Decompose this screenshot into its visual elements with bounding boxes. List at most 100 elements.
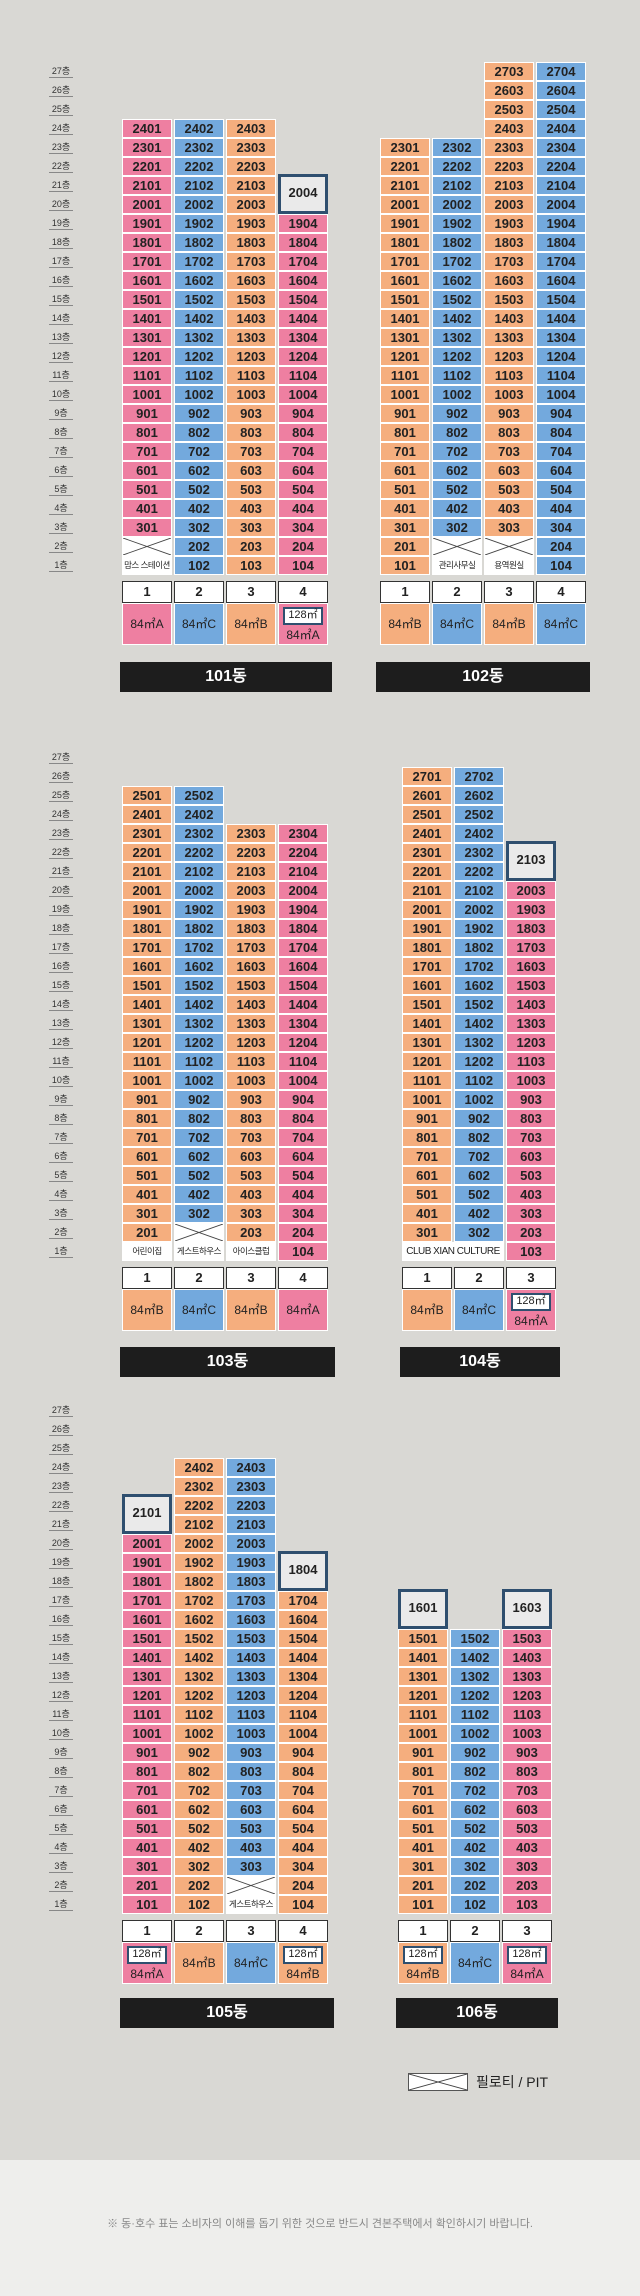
unit-cell[interactable]: 104 <box>278 1895 328 1914</box>
unit-cell[interactable]: 1702 <box>174 938 224 957</box>
unit-cell[interactable]: 104 <box>278 1242 328 1261</box>
unit-cell[interactable]: 502 <box>450 1819 500 1838</box>
unit-cell[interactable]: 1404 <box>278 309 328 328</box>
unit-cell[interactable]: 602 <box>432 461 482 480</box>
unit-cell[interactable]: 1902 <box>174 214 224 233</box>
unit-cell[interactable]: 501 <box>122 1819 172 1838</box>
unit-cell[interactable]: 1603 <box>506 957 556 976</box>
unit-cell[interactable]: 1303 <box>226 1667 276 1686</box>
unit-cell[interactable]: 1903 <box>226 214 276 233</box>
unit-cell[interactable]: 2102 <box>454 881 504 900</box>
unit-cell[interactable]: 903 <box>226 1090 276 1109</box>
unit-cell[interactable]: 1201 <box>122 347 172 366</box>
unit-cell[interactable]: 504 <box>278 480 328 499</box>
facility-cell[interactable]: 게스트하우스 <box>174 1242 224 1261</box>
unit-cell[interactable]: 303 <box>484 518 534 537</box>
unit-cell[interactable]: 804 <box>278 1762 328 1781</box>
facility-cell[interactable]: 게스트하우스 <box>226 1895 276 1914</box>
unit-cell[interactable]: 2103 <box>484 176 534 195</box>
unit-cell[interactable]: 103 <box>502 1895 552 1914</box>
unit-cell[interactable]: 902 <box>174 404 224 423</box>
unit-cell[interactable]: 1802 <box>174 233 224 252</box>
unit-cell[interactable]: 404 <box>278 1838 328 1857</box>
unit-cell[interactable]: 402 <box>174 1838 224 1857</box>
unit-cell[interactable]: 303 <box>506 1204 556 1223</box>
unit-cell[interactable]: 1801 <box>380 233 430 252</box>
unit-cell[interactable]: 802 <box>174 423 224 442</box>
unit-cell[interactable]: 804 <box>278 423 328 442</box>
unit-cell[interactable]: 1403 <box>226 1648 276 1667</box>
unit-cell[interactable]: 1303 <box>226 328 276 347</box>
unit-cell[interactable]: 1003 <box>226 1724 276 1743</box>
unit-cell[interactable]: 201 <box>122 1223 172 1242</box>
unit-cell[interactable]: 502 <box>432 480 482 499</box>
unit-cell[interactable]: 1901 <box>122 900 172 919</box>
unit-cell[interactable]: 1003 <box>502 1724 552 1743</box>
unit-cell[interactable]: 702 <box>174 1128 224 1147</box>
unit-cell[interactable]: 2001 <box>122 1534 172 1553</box>
unit-cell[interactable]: 1501 <box>122 976 172 995</box>
unit-cell[interactable]: 1102 <box>174 1705 224 1724</box>
unit-cell[interactable]: 1904 <box>536 214 586 233</box>
unit-cell[interactable]: 2101 <box>380 176 430 195</box>
unit-cell[interactable]: 1301 <box>122 1667 172 1686</box>
unit-cell[interactable]: 2002 <box>454 900 504 919</box>
unit-cell[interactable]: 2301 <box>380 138 430 157</box>
unit-cell[interactable]: 1503 <box>226 976 276 995</box>
unit-cell[interactable]: 1404 <box>278 1648 328 1667</box>
unit-cell[interactable]: 1401 <box>380 309 430 328</box>
unit-cell[interactable]: 1902 <box>174 900 224 919</box>
unit-cell[interactable]: 502 <box>454 1185 504 1204</box>
unit-cell[interactable]: 1601 <box>380 271 430 290</box>
unit-cell[interactable]: 1301 <box>122 1014 172 1033</box>
unit-cell[interactable]: 1403 <box>226 309 276 328</box>
unit-cell[interactable]: 1701 <box>122 1591 172 1610</box>
unit-cell[interactable]: 2303 <box>226 138 276 157</box>
unit-cell[interactable]: 1302 <box>174 1667 224 1686</box>
unit-cell[interactable]: 1704 <box>536 252 586 271</box>
unit-cell[interactable]: 1803 <box>226 919 276 938</box>
unit-cell[interactable]: 203 <box>506 1223 556 1242</box>
unit-cell[interactable]: 2201 <box>402 862 452 881</box>
unit-cell[interactable]: 1504 <box>536 290 586 309</box>
facility-cell[interactable]: CLUB XIAN CULTURE <box>402 1242 504 1261</box>
unit-cell[interactable]: 1203 <box>484 347 534 366</box>
unit-cell[interactable]: 2104 <box>536 176 586 195</box>
unit-cell[interactable]: 2101 <box>122 176 172 195</box>
unit-cell[interactable]: 603 <box>226 461 276 480</box>
unit-cell[interactable]: 601 <box>380 461 430 480</box>
unit-cell[interactable]: 603 <box>226 1147 276 1166</box>
unit-cell[interactable]: 2302 <box>174 824 224 843</box>
unit-cell[interactable]: 204 <box>278 1876 328 1895</box>
unit-cell[interactable]: 2502 <box>454 805 504 824</box>
unit-cell[interactable]: 1602 <box>174 1610 224 1629</box>
unit-cell[interactable]: 803 <box>226 1762 276 1781</box>
unit-cell[interactable]: 1103 <box>226 1705 276 1724</box>
unit-cell[interactable]: 1701 <box>402 957 452 976</box>
unit-cell[interactable]: 1001 <box>122 1724 172 1743</box>
unit-cell[interactable]: 1304 <box>278 328 328 347</box>
unit-cell[interactable]: 901 <box>402 1109 452 1128</box>
unit-cell[interactable]: 2202 <box>174 157 224 176</box>
unit-cell[interactable]: 1203 <box>506 1033 556 1052</box>
unit-cell[interactable]: 1003 <box>506 1071 556 1090</box>
unit-cell[interactable]: 1301 <box>398 1667 448 1686</box>
unit-cell[interactable]: 2003 <box>506 881 556 900</box>
unit-cell[interactable]: 1101 <box>398 1705 448 1724</box>
unit-cell[interactable]: 1002 <box>454 1090 504 1109</box>
unit-cell[interactable]: 1301 <box>122 328 172 347</box>
unit-cell[interactable]: 1604 <box>278 271 328 290</box>
unit-cell[interactable]: 102 <box>174 1895 224 1914</box>
penthouse-unit[interactable]: 2004 <box>278 174 328 214</box>
unit-cell[interactable]: 1104 <box>536 366 586 385</box>
unit-cell[interactable]: 902 <box>174 1743 224 1762</box>
unit-cell[interactable]: 1102 <box>432 366 482 385</box>
unit-cell[interactable]: 1704 <box>278 252 328 271</box>
unit-cell[interactable]: 1303 <box>502 1667 552 1686</box>
unit-cell[interactable]: 2101 <box>122 862 172 881</box>
unit-cell[interactable]: 2703 <box>484 62 534 81</box>
unit-cell[interactable]: 804 <box>536 423 586 442</box>
unit-cell[interactable]: 1001 <box>398 1724 448 1743</box>
unit-cell[interactable]: 702 <box>450 1781 500 1800</box>
unit-cell[interactable]: 2404 <box>536 119 586 138</box>
